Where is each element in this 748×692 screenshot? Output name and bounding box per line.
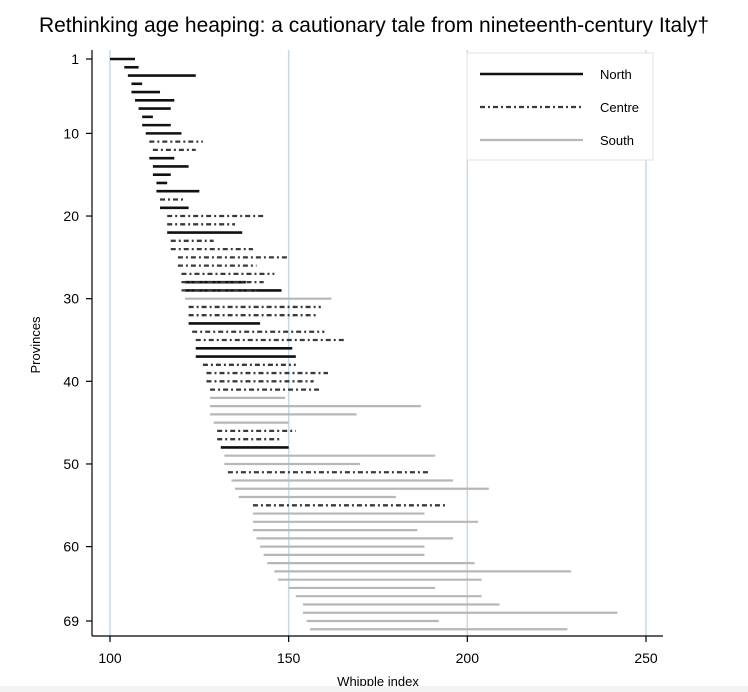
- legend-label-south: South: [600, 133, 634, 148]
- bottom-strip: [0, 686, 748, 692]
- legend-label-north: North: [600, 67, 632, 82]
- y-tick-label-60: 60: [63, 539, 79, 555]
- y-tick-label-40: 40: [63, 373, 79, 389]
- x-tick-label-150: 150: [277, 650, 301, 666]
- y-axis-label: Provinces: [28, 316, 43, 374]
- legend-label-centre: Centre: [600, 100, 639, 115]
- axes: [91, 50, 663, 637]
- y-tick-label-69: 69: [63, 613, 79, 629]
- y-tick-label-30: 30: [63, 291, 79, 307]
- legend: North Centre South: [466, 52, 654, 161]
- x-tick-label-250: 250: [634, 650, 658, 666]
- y-tick-label-10: 10: [63, 125, 79, 141]
- chart-title: Rethinking age heaping: a cautionary tal…: [38, 14, 710, 37]
- y-tick-label-1: 1: [71, 51, 79, 67]
- x-tick-label-200: 200: [456, 650, 480, 666]
- x-axis-label: Whipple index: [337, 674, 419, 689]
- x-tick-label-100: 100: [98, 650, 122, 666]
- tick-labels: 1 10 20 30 40 50 60 69 100 150 200 250: [63, 51, 657, 666]
- y-tick-label-20: 20: [63, 208, 79, 224]
- province-ranges: [110, 57, 618, 631]
- y-tick-label-50: 50: [63, 456, 79, 472]
